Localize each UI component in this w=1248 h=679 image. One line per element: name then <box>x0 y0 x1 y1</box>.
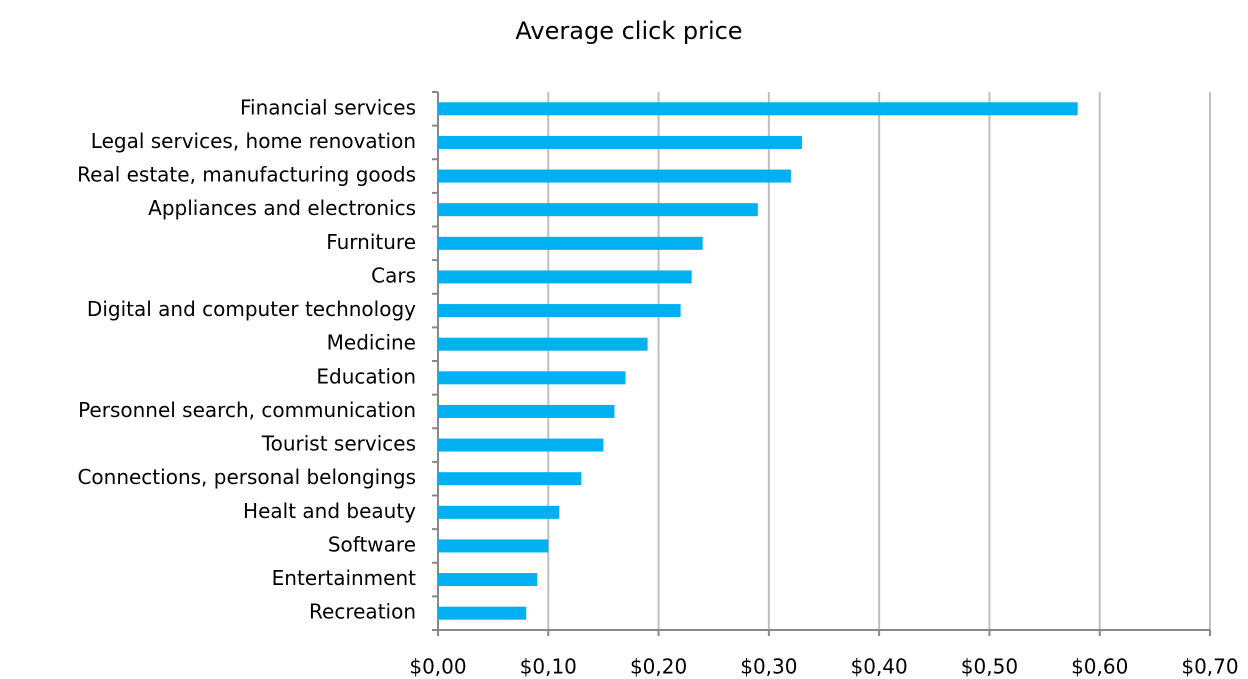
bar <box>438 203 758 217</box>
bar <box>438 337 648 351</box>
bar <box>438 270 692 284</box>
y-tick-label: Software <box>328 532 416 556</box>
x-tick-label: $0,00 <box>409 655 466 679</box>
y-tick-label: Entertainment <box>272 566 416 590</box>
bar <box>438 438 604 452</box>
y-tick-label: Education <box>316 364 416 388</box>
y-tick-label: Healt and beauty <box>243 499 416 523</box>
bar <box>438 472 582 486</box>
bar <box>438 404 615 418</box>
y-tick-label: Appliances and electronics <box>148 196 416 220</box>
y-tick-label: Tourist services <box>261 432 416 456</box>
x-tick-label: $0,70 <box>1181 655 1238 679</box>
bar <box>438 606 527 620</box>
y-tick-label: Furniture <box>326 230 416 254</box>
bar <box>438 573 538 587</box>
bar <box>438 169 791 183</box>
chart-title: Average click price <box>515 17 742 45</box>
y-tick-label: Personnel search, communication <box>78 398 416 422</box>
bar <box>438 304 681 318</box>
x-tick-label: $0,40 <box>851 655 908 679</box>
y-tick-label: Legal services, home renovation <box>91 129 416 153</box>
y-tick-label: Cars <box>371 263 416 287</box>
x-tick-label: $0,20 <box>630 655 687 679</box>
x-tick-label: $0,10 <box>520 655 577 679</box>
y-tick-label: Digital and computer technology <box>87 297 416 321</box>
x-tick-label: $0,50 <box>961 655 1018 679</box>
y-tick-label: Medicine <box>327 331 416 355</box>
x-tick-label: $0,60 <box>1071 655 1128 679</box>
bar <box>438 102 1078 116</box>
y-tick-label: Real estate, manufacturing goods <box>77 163 416 187</box>
bar <box>438 371 626 385</box>
bar <box>438 135 802 149</box>
bar <box>438 236 703 250</box>
bar <box>438 505 560 519</box>
y-tick-label: Financial services <box>240 95 416 119</box>
y-tick-label: Recreation <box>309 600 416 624</box>
y-tick-label: Connections, personal belongings <box>77 465 416 489</box>
bar <box>438 539 549 553</box>
x-tick-label: $0,30 <box>740 655 797 679</box>
